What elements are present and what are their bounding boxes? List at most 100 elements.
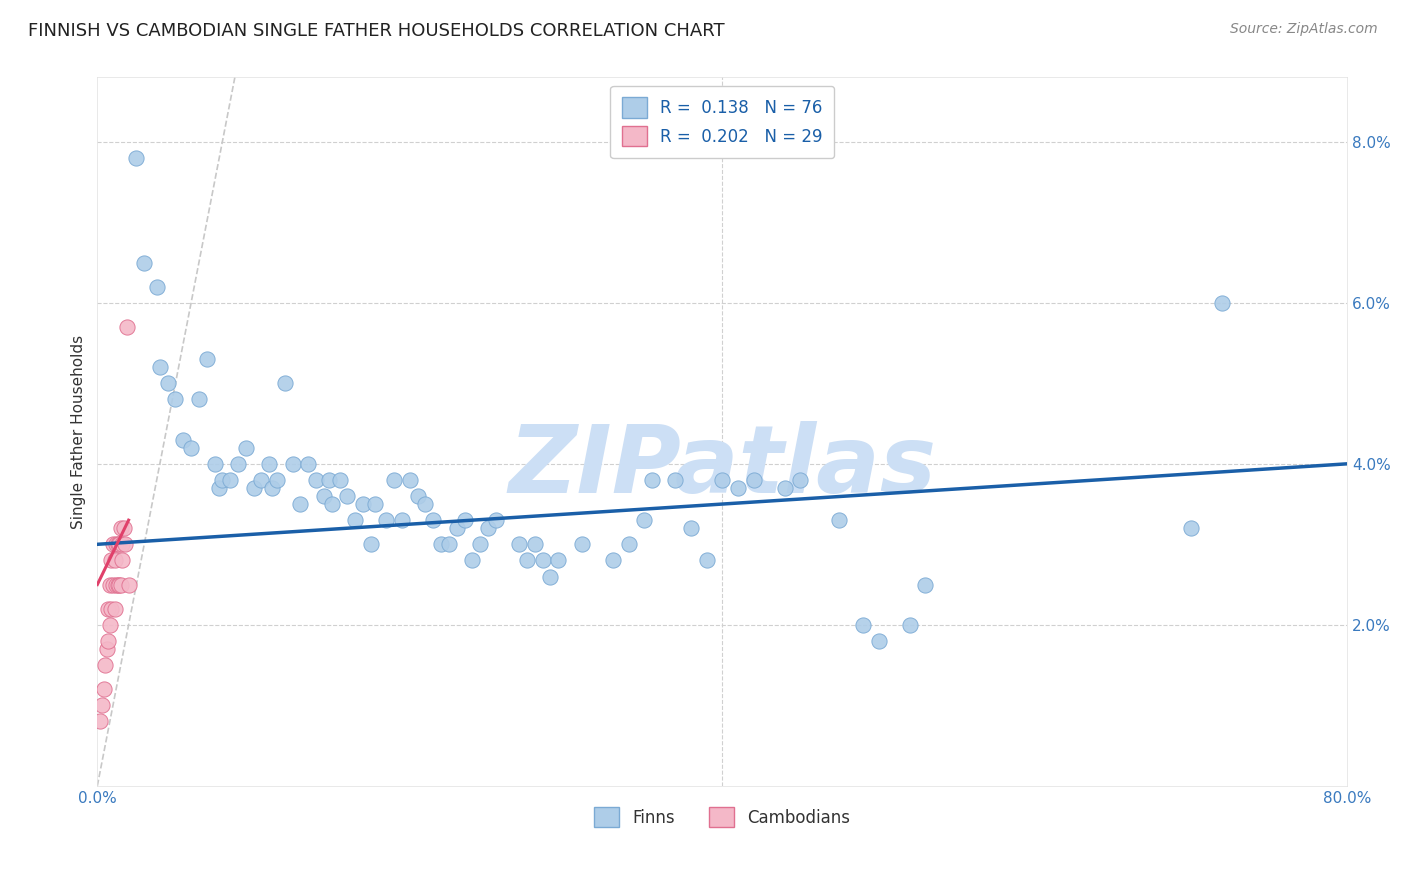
Point [149, 360, 172, 375]
Point [297, 457, 319, 471]
Point [204, 457, 226, 471]
Point [235, 441, 257, 455]
Point [828, 513, 851, 527]
Point [165, 392, 187, 407]
Point [328, 473, 350, 487]
Point [422, 513, 444, 527]
Point [103, 601, 125, 615]
Point [375, 513, 398, 527]
Point [437, 537, 460, 551]
Point [696, 553, 718, 567]
Point [398, 473, 420, 487]
Point [547, 553, 569, 567]
Point [98, 577, 121, 591]
Point [112, 521, 135, 535]
Point [107, 577, 129, 591]
Point [97, 601, 120, 615]
Point [406, 489, 429, 503]
Point [711, 473, 734, 487]
Point [360, 537, 382, 551]
Point [773, 481, 796, 495]
Point [208, 481, 231, 495]
Point [742, 473, 765, 487]
Point [180, 441, 202, 455]
Point [250, 473, 273, 487]
Point [290, 497, 312, 511]
Point [187, 392, 209, 407]
Point [468, 537, 491, 551]
Point [114, 537, 136, 551]
Point [103, 553, 125, 567]
Point [134, 255, 156, 269]
Point [321, 497, 343, 511]
Point [336, 489, 359, 503]
Point [101, 537, 124, 551]
Point [111, 537, 134, 551]
Point [382, 473, 405, 487]
Point [281, 457, 304, 471]
Legend: Finns, Cambodians: Finns, Cambodians [588, 800, 856, 834]
Point [516, 553, 538, 567]
Point [664, 473, 686, 487]
Point [145, 279, 167, 293]
Point [852, 617, 875, 632]
Point [344, 513, 367, 527]
Point [156, 376, 179, 391]
Point [461, 553, 484, 567]
Point [93, 682, 115, 697]
Point [105, 537, 128, 551]
Point [531, 553, 554, 567]
Point [262, 481, 284, 495]
Point [914, 577, 936, 591]
Point [538, 569, 561, 583]
Point [100, 553, 122, 567]
Point [101, 577, 124, 591]
Y-axis label: Single Father Households: Single Father Households [72, 334, 86, 529]
Point [305, 473, 328, 487]
Point [1180, 521, 1202, 535]
Point [125, 151, 148, 165]
Point [727, 481, 749, 495]
Text: FINNISH VS CAMBODIAN SINGLE FATHER HOUSEHOLDS CORRELATION CHART: FINNISH VS CAMBODIAN SINGLE FATHER HOUSE… [28, 22, 724, 40]
Point [107, 537, 129, 551]
Point [211, 473, 233, 487]
Point [98, 617, 121, 632]
Point [391, 513, 413, 527]
Point [789, 473, 811, 487]
Point [898, 617, 921, 632]
Point [195, 352, 218, 367]
Point [312, 489, 335, 503]
Point [364, 497, 387, 511]
Point [868, 633, 890, 648]
Point [91, 698, 114, 713]
Point [110, 577, 132, 591]
Point [415, 497, 437, 511]
Point [352, 497, 374, 511]
Point [274, 376, 297, 391]
Point [100, 601, 122, 615]
Point [617, 537, 640, 551]
Point [485, 513, 508, 527]
Point [89, 714, 111, 729]
Point [111, 553, 134, 567]
Point [571, 537, 593, 551]
Point [633, 513, 655, 527]
Point [105, 577, 128, 591]
Point [430, 537, 453, 551]
Point [242, 481, 264, 495]
Point [318, 473, 340, 487]
Point [641, 473, 664, 487]
Point [226, 457, 249, 471]
Point [117, 577, 139, 591]
Point [477, 521, 499, 535]
Point [97, 633, 120, 648]
Point [108, 577, 131, 591]
Point [681, 521, 703, 535]
Point [453, 513, 475, 527]
Text: Source: ZipAtlas.com: Source: ZipAtlas.com [1230, 22, 1378, 37]
Point [172, 433, 194, 447]
Point [266, 473, 288, 487]
Point [602, 553, 624, 567]
Point [219, 473, 242, 487]
Point [96, 642, 118, 657]
